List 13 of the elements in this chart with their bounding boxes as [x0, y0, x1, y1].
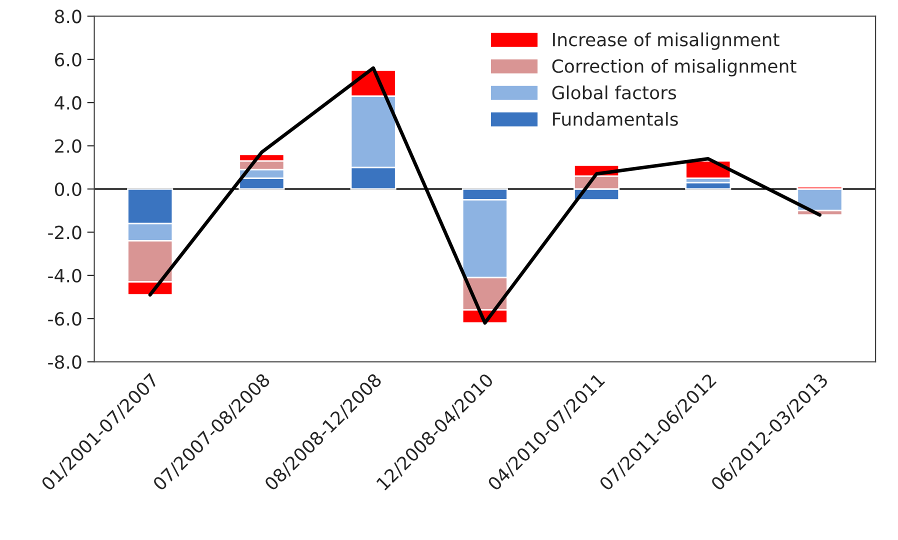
- legend-label: Fundamentals: [553, 112, 678, 126]
- y-tick-label: -4.0: [48, 268, 82, 283]
- y-tick-label: -2.0: [48, 226, 82, 240]
- y-tick-label: 0.0: [54, 182, 82, 196]
- y-tick-label: 2.0: [55, 139, 82, 153]
- y-tick-label: 6.0: [55, 52, 82, 67]
- y-tick-label: 4.0: [54, 96, 82, 110]
- y-tick-label: -6.0: [48, 312, 82, 326]
- y-tick-label: 8.0: [54, 10, 82, 24]
- legend-label: Correction of misalignment: [552, 58, 796, 76]
- legend-label: Increase of misalignment: [553, 32, 780, 50]
- legend-label: Global factors: [552, 85, 676, 100]
- y-tick-label: -8.0: [48, 355, 82, 369]
